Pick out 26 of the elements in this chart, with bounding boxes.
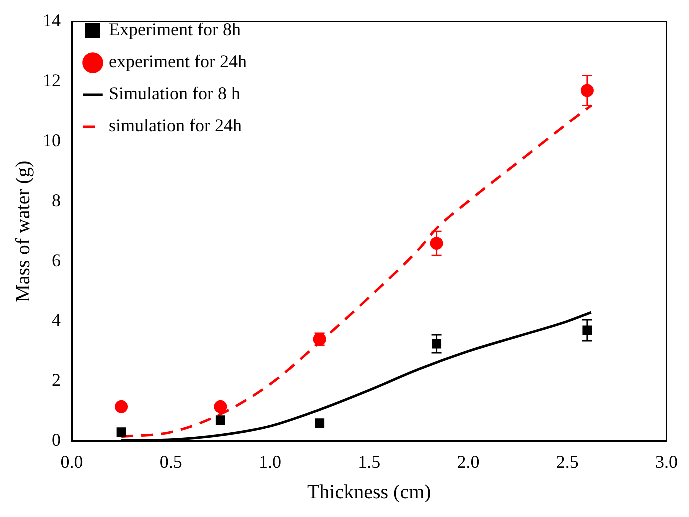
legend-label: Experiment for 8h <box>109 20 241 40</box>
legend-label: simulation for 24h <box>109 116 242 136</box>
y-tick-label: 10 <box>43 130 61 150</box>
y-axis-title: Mass of water (g) <box>12 160 34 302</box>
x-tick-label: 2.0 <box>457 452 480 472</box>
y-tick-label: 14 <box>43 10 61 31</box>
point <box>315 418 325 428</box>
x-tick-label: 1.5 <box>358 452 381 472</box>
x-tick-label: 1.0 <box>259 452 282 472</box>
y-tick-label: 12 <box>43 70 61 90</box>
point <box>116 428 126 438</box>
y-tick-label: 4 <box>52 310 61 330</box>
x-axis-title: Thickness (cm) <box>307 481 432 504</box>
y-tick-label: 0 <box>52 430 61 450</box>
y-tick-label: 6 <box>52 250 61 270</box>
y-tick-label: 8 <box>52 190 61 210</box>
point <box>216 416 226 426</box>
y-tick-label: 2 <box>52 370 61 390</box>
legend-label: experiment for 24h <box>109 52 247 72</box>
x-tick-label: 2.5 <box>556 452 579 472</box>
x-tick-label: 0.0 <box>60 452 84 472</box>
x-tick-label: 0.5 <box>160 452 182 472</box>
point <box>214 400 228 414</box>
x-tick-label: 3.0 <box>656 452 678 472</box>
legend-label: Simulation for 8 h <box>109 84 240 104</box>
point <box>115 400 128 414</box>
